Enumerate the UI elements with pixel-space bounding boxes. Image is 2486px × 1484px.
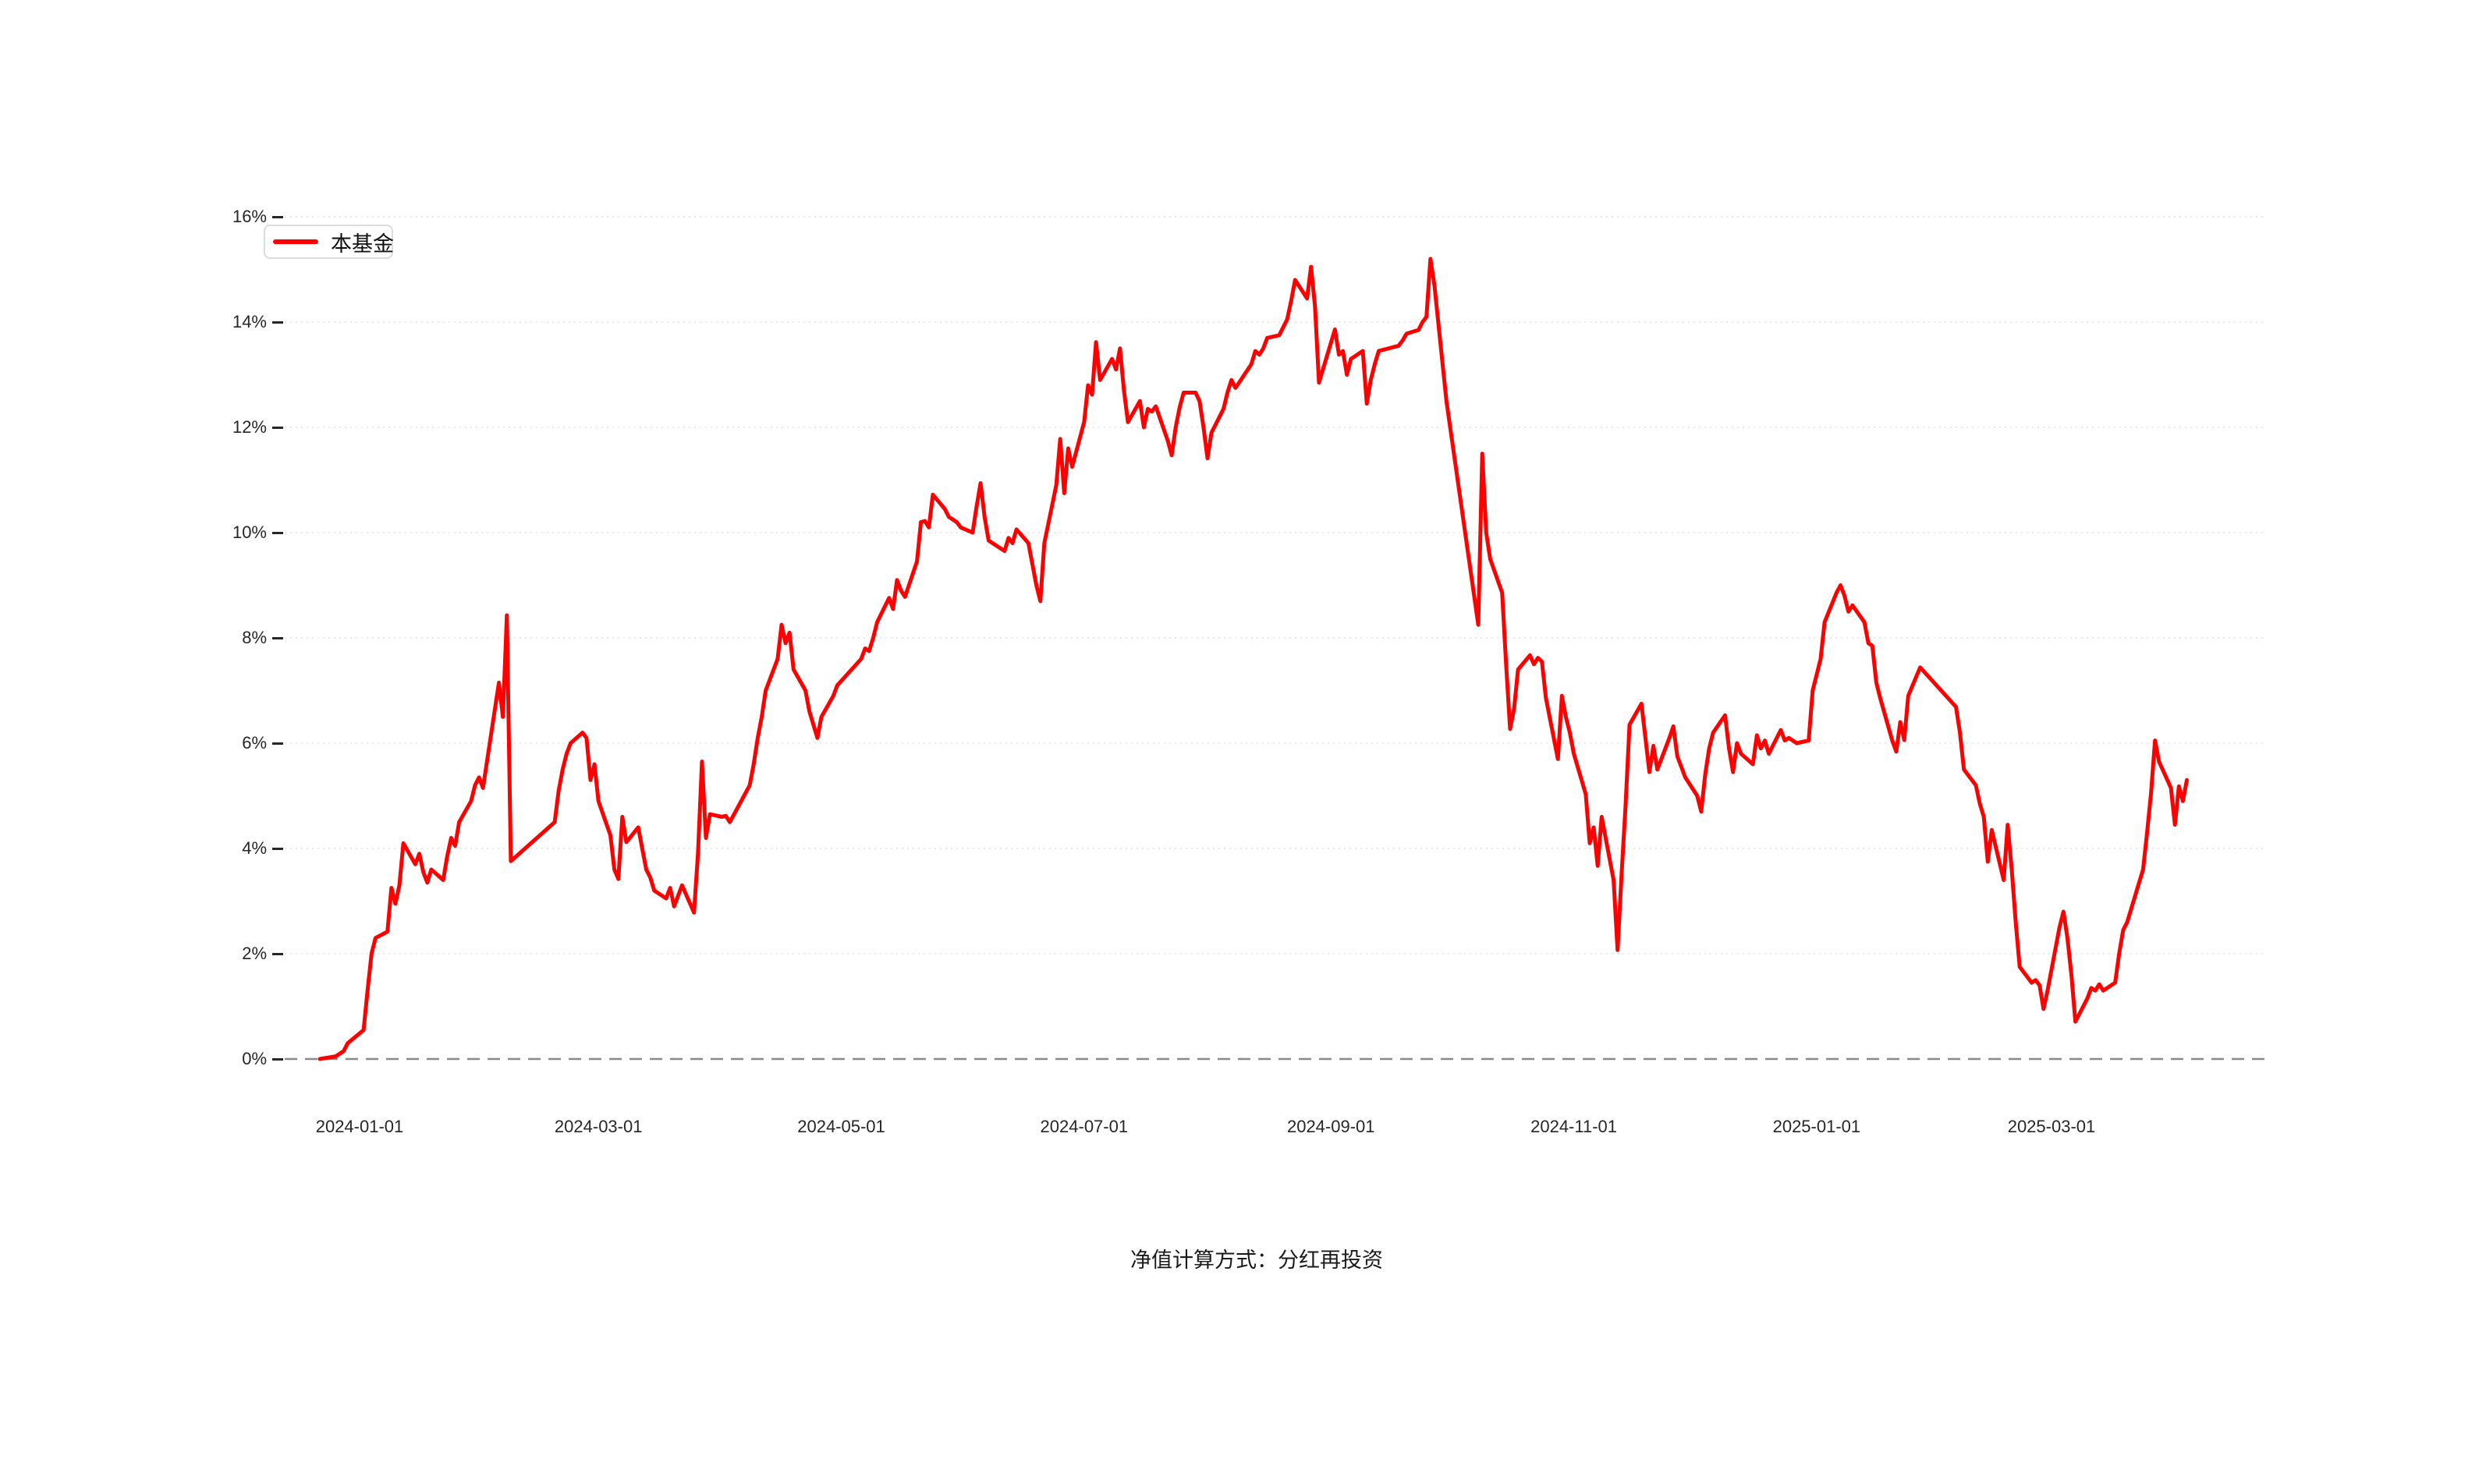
x-tick-label: 2024-09-01: [1286, 1117, 1375, 1136]
chart-caption: 净值计算方式：分红再投资: [1130, 1248, 1383, 1272]
legend-label: 本基金: [331, 232, 394, 256]
y-tick-mark: [272, 636, 283, 639]
series-line-swatch: [273, 239, 318, 244]
y-tick-mark: [272, 321, 283, 324]
y-tick-label: 16%: [232, 207, 267, 226]
series-line-本基金: [317, 257, 2189, 1061]
x-tick-label: 2024-07-01: [1040, 1117, 1129, 1136]
y-tick-label: 4%: [242, 838, 267, 858]
y-tick-label: 14%: [232, 312, 267, 331]
y-tick-label: 2%: [242, 944, 267, 963]
y-tick-mark: [272, 531, 283, 534]
legend[interactable]: 本基金: [264, 225, 394, 259]
y-tick-label: 8%: [242, 628, 267, 647]
x-tick-label: 2024-03-01: [554, 1117, 643, 1136]
x-tick-label: 2024-01-01: [315, 1117, 404, 1136]
x-tick-label: 2025-01-01: [1772, 1117, 1861, 1136]
x-tick-label: 2024-05-01: [797, 1117, 885, 1136]
y-tick-mark: [272, 952, 283, 955]
y-tick-label: 0%: [242, 1049, 267, 1068]
x-tick-label: 2024-11-01: [1530, 1117, 1618, 1136]
y-tick-mark: [272, 742, 283, 745]
y-tick-mark: [272, 1057, 283, 1061]
y-tick-mark: [272, 215, 283, 218]
y-tick-mark: [272, 426, 283, 429]
y-tick-label: 10%: [232, 522, 267, 542]
x-tick-label: 2025-03-01: [2007, 1117, 2096, 1136]
y-tick-mark: [272, 847, 283, 850]
y-tick-label: 6%: [242, 733, 267, 753]
y-tick-label: 12%: [232, 417, 267, 437]
